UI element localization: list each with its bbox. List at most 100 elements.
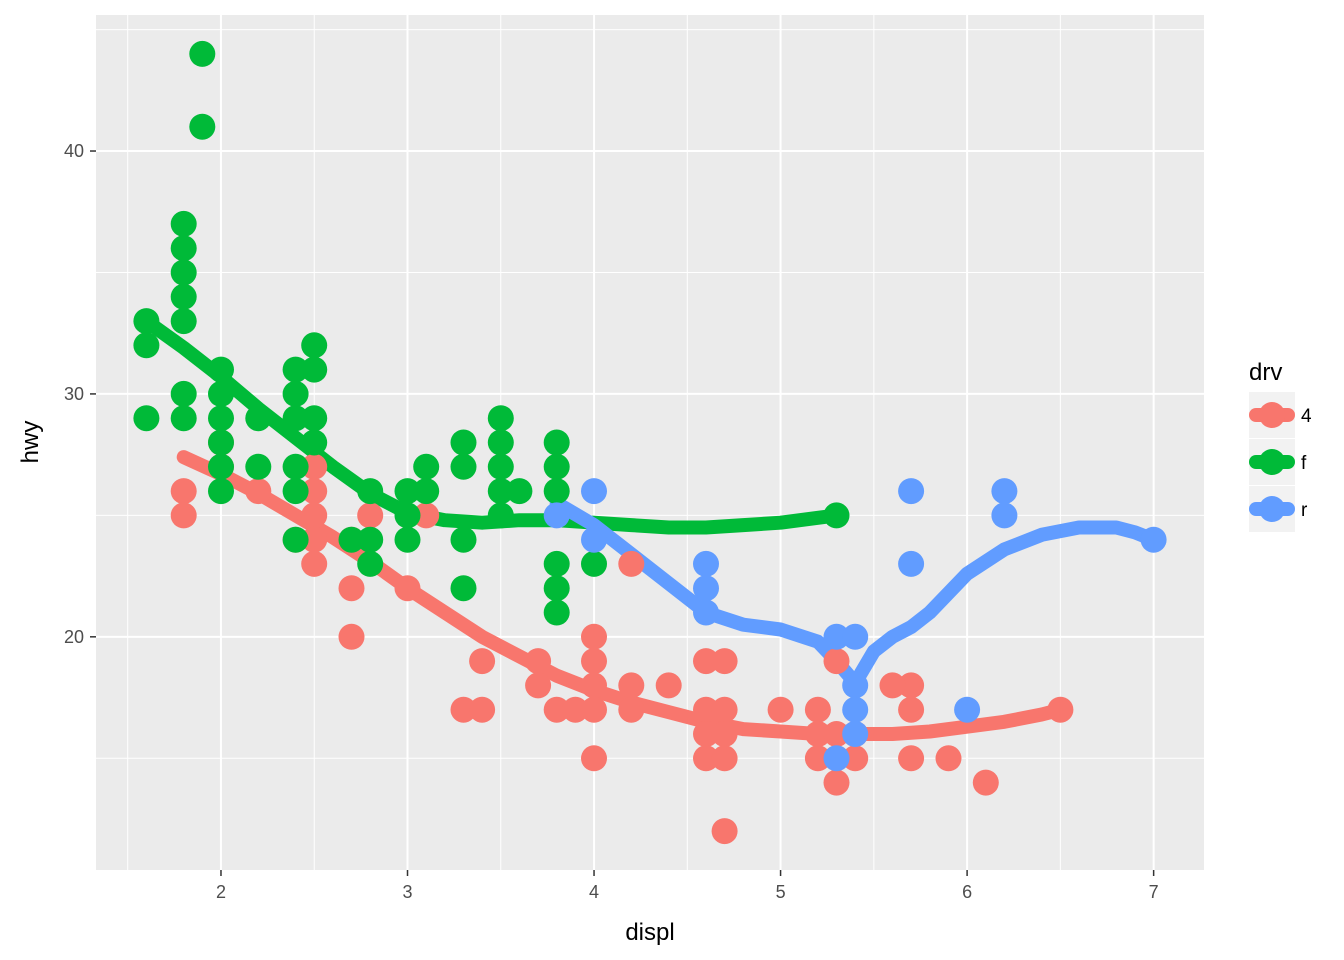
point-r [898,478,925,505]
point-4 [693,648,719,675]
point-f [543,453,570,480]
point-4 [301,502,328,529]
point-4 [394,575,421,602]
y-tick-label: 30 [64,384,84,404]
x-tick-label: 4 [589,882,599,902]
point-4 [823,721,850,747]
legend-label-4: 4 [1301,406,1312,427]
point-r [842,696,869,723]
point-4 [898,745,925,772]
smooth-line-r [549,496,1161,690]
point-4 [879,672,906,699]
point-4 [581,623,607,650]
point-4 [823,648,850,675]
point-4 [525,672,552,699]
point-4 [711,696,738,723]
point-4 [804,745,831,772]
point-f [245,453,272,480]
x-tick-label: 3 [403,882,413,902]
point-f [487,502,514,529]
point-4 [693,696,719,723]
point-f [208,405,234,432]
point-r [581,526,607,553]
point-f [170,380,197,407]
point-f [450,526,477,553]
legend-label-r: r [1301,500,1308,521]
point-f [543,599,570,626]
point-f [208,478,234,505]
point-r [842,672,869,699]
point-f [282,478,309,505]
point-4 [581,745,607,772]
point-f [189,113,216,140]
point-f [450,453,477,480]
point-f [487,453,514,480]
point-f [394,478,421,505]
point-f [282,526,309,553]
point-4 [338,575,365,602]
point-f [282,356,309,383]
point-4 [935,745,962,772]
point-f [133,332,160,359]
x-tick-label: 6 [962,882,972,902]
point-f [133,405,160,432]
point-4 [618,550,645,577]
point-f [543,550,570,577]
legend-title: drv [1249,359,1282,386]
point-f [170,235,197,262]
point-f [301,405,328,432]
point-r [898,550,925,577]
point-4 [804,721,831,747]
point-f [450,429,477,456]
point-f [581,550,607,577]
point-r [693,599,719,626]
point-f [413,453,440,480]
point-r [991,478,1018,505]
point-f [133,308,160,335]
point-f [208,429,234,456]
y-tick-label: 40 [64,141,84,161]
point-4 [245,478,272,505]
point-4 [301,550,328,577]
point-f [301,429,328,456]
tick-labels: 2 3 4 5 6 7 20 30 40 [64,141,1159,902]
point-f [487,429,514,456]
point-f [208,453,234,480]
point-f [170,210,197,237]
point-f [338,526,365,553]
point-f [189,40,216,67]
point-4 [693,721,719,747]
point-f [394,502,421,529]
point-4 [898,672,925,699]
point-4 [767,696,794,723]
point-r [823,745,850,772]
y-tick-label: 20 [64,627,84,647]
point-r [693,550,719,577]
point-f [357,550,384,577]
point-f [301,332,328,359]
point-r [1140,526,1167,553]
point-f [543,429,570,456]
point-f [450,575,477,602]
point-f [170,259,197,286]
point-f [282,380,309,407]
minor-gridlines [96,15,1204,870]
point-f [245,405,272,432]
point-4 [413,502,440,529]
point-4 [711,721,738,747]
point-r [954,696,981,723]
point-4 [842,745,869,772]
legend: drv 4 f r [1249,359,1312,532]
y-axis-title: hwy [17,421,44,464]
point-4 [898,696,925,723]
point-f [282,405,309,432]
legend-label-f: f [1301,453,1307,474]
point-4 [301,526,328,553]
point-4 [338,623,365,650]
point-4 [525,648,552,675]
legend-key-f: f [1249,439,1307,485]
point-r [823,623,850,650]
point-f [357,526,384,553]
point-f [208,356,234,383]
